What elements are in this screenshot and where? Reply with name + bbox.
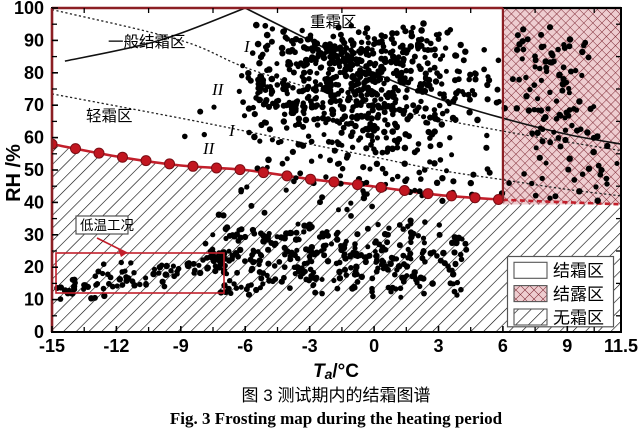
svg-text:-6: -6: [237, 336, 253, 356]
svg-text:9: 9: [562, 336, 572, 356]
svg-text:结霜区: 结霜区: [553, 262, 604, 281]
svg-text:6: 6: [498, 336, 508, 356]
svg-text:Fig. 3 Frosting map during the: Fig. 3 Frosting map during the heating p…: [170, 409, 503, 428]
svg-text:II: II: [202, 139, 216, 158]
svg-text:100: 100: [14, 0, 44, 18]
svg-text:低温工况: 低温工况: [80, 218, 134, 233]
svg-text:50: 50: [24, 160, 44, 180]
svg-text:90: 90: [24, 30, 44, 50]
svg-text:80: 80: [24, 63, 44, 83]
svg-text:II: II: [211, 80, 225, 99]
svg-text:70: 70: [24, 95, 44, 115]
svg-text:-12: -12: [103, 336, 129, 356]
svg-text:0: 0: [369, 336, 379, 356]
svg-text:40: 40: [24, 192, 44, 212]
svg-text:RH /%: RH /%: [3, 144, 25, 202]
svg-text:11.5: 11.5: [604, 336, 638, 356]
svg-text:20: 20: [24, 257, 44, 277]
svg-text:10: 10: [24, 290, 44, 310]
svg-text:Ta/°C: Ta/°C: [313, 361, 359, 382]
svg-text:重霜区: 重霜区: [310, 13, 357, 31]
svg-text:一般结霜区: 一般结霜区: [108, 33, 186, 51]
svg-text:60: 60: [24, 128, 44, 148]
svg-text:30: 30: [24, 225, 44, 245]
svg-text:-3: -3: [302, 336, 318, 356]
svg-text:图 3 测试期内的结霜图谱: 图 3 测试期内的结霜图谱: [242, 386, 431, 405]
svg-text:轻霜区: 轻霜区: [86, 107, 133, 125]
svg-text:结露区: 结露区: [553, 285, 604, 304]
svg-text:-9: -9: [173, 336, 189, 356]
svg-text:3: 3: [433, 336, 443, 356]
svg-text:无霜区: 无霜区: [553, 308, 604, 327]
svg-text:0: 0: [34, 322, 44, 342]
